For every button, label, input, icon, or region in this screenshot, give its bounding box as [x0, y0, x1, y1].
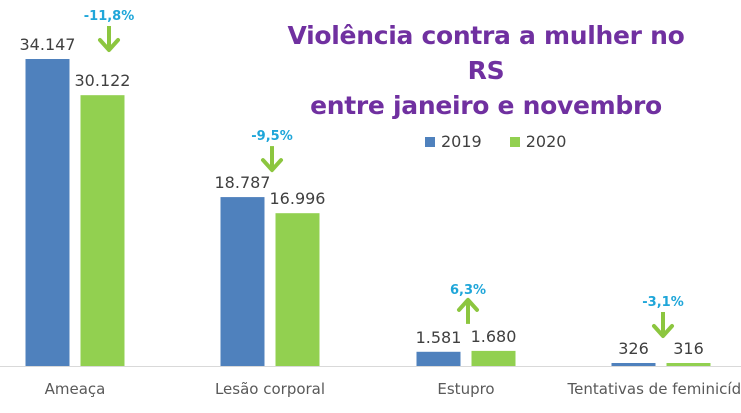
bar-2019-3: [611, 363, 656, 366]
change-label-1: -9,5%: [251, 129, 292, 144]
legend-item-2020: 2020: [509, 132, 567, 151]
chart-title-line-2: entre janeiro e novembro: [310, 91, 662, 120]
category-label-1: Lesão corporal: [215, 380, 325, 398]
change-arrow-0: [98, 26, 120, 52]
change-arrow-1: [261, 146, 283, 173]
data-label-2019-2: 1.581: [416, 328, 462, 347]
data-label-2019-1: 18.787: [215, 173, 271, 192]
change-arrow-2: [457, 297, 479, 324]
change-label-0: -11,8%: [84, 9, 135, 24]
change-arrow-3: [652, 312, 674, 338]
data-label-2019-0: 34.147: [20, 35, 76, 54]
chart-legend: 2019 2020: [425, 132, 566, 151]
bar-2019-2: [416, 351, 461, 366]
legend-item-2019: 2019: [425, 132, 482, 151]
bar-2019-0: [25, 59, 70, 366]
legend-label-2020: 2020: [525, 132, 567, 151]
data-label-2019-3: 326: [618, 339, 649, 358]
category-label-0: Ameaça: [45, 380, 106, 398]
bar-2020-2: [471, 350, 516, 366]
category-label-3: Tentativas de feminicídio: [567, 380, 741, 398]
legend-swatch-2019: [425, 136, 435, 147]
data-label-2020-1: 16.996: [270, 189, 326, 208]
chart-title: Violência contra a mulher no RS entre ja…: [286, 18, 686, 123]
bar-2020-1: [275, 213, 320, 366]
data-label-2020-2: 1.680: [471, 327, 517, 346]
legend-swatch-2020: [509, 136, 520, 147]
bar-2020-0: [80, 95, 125, 367]
change-label-3: -3,1%: [642, 295, 683, 310]
data-label-2020-0: 30.122: [75, 71, 131, 90]
change-label-2: 6,3%: [450, 283, 486, 298]
category-label-2: Estupro: [437, 380, 494, 398]
chart-title-line-1: Violência contra a mulher no RS: [287, 21, 685, 85]
legend-label-2019: 2019: [441, 132, 482, 151]
bar-2019-1: [220, 197, 265, 366]
bar-2020-3: [666, 363, 711, 366]
data-label-2020-3: 316: [673, 339, 704, 358]
